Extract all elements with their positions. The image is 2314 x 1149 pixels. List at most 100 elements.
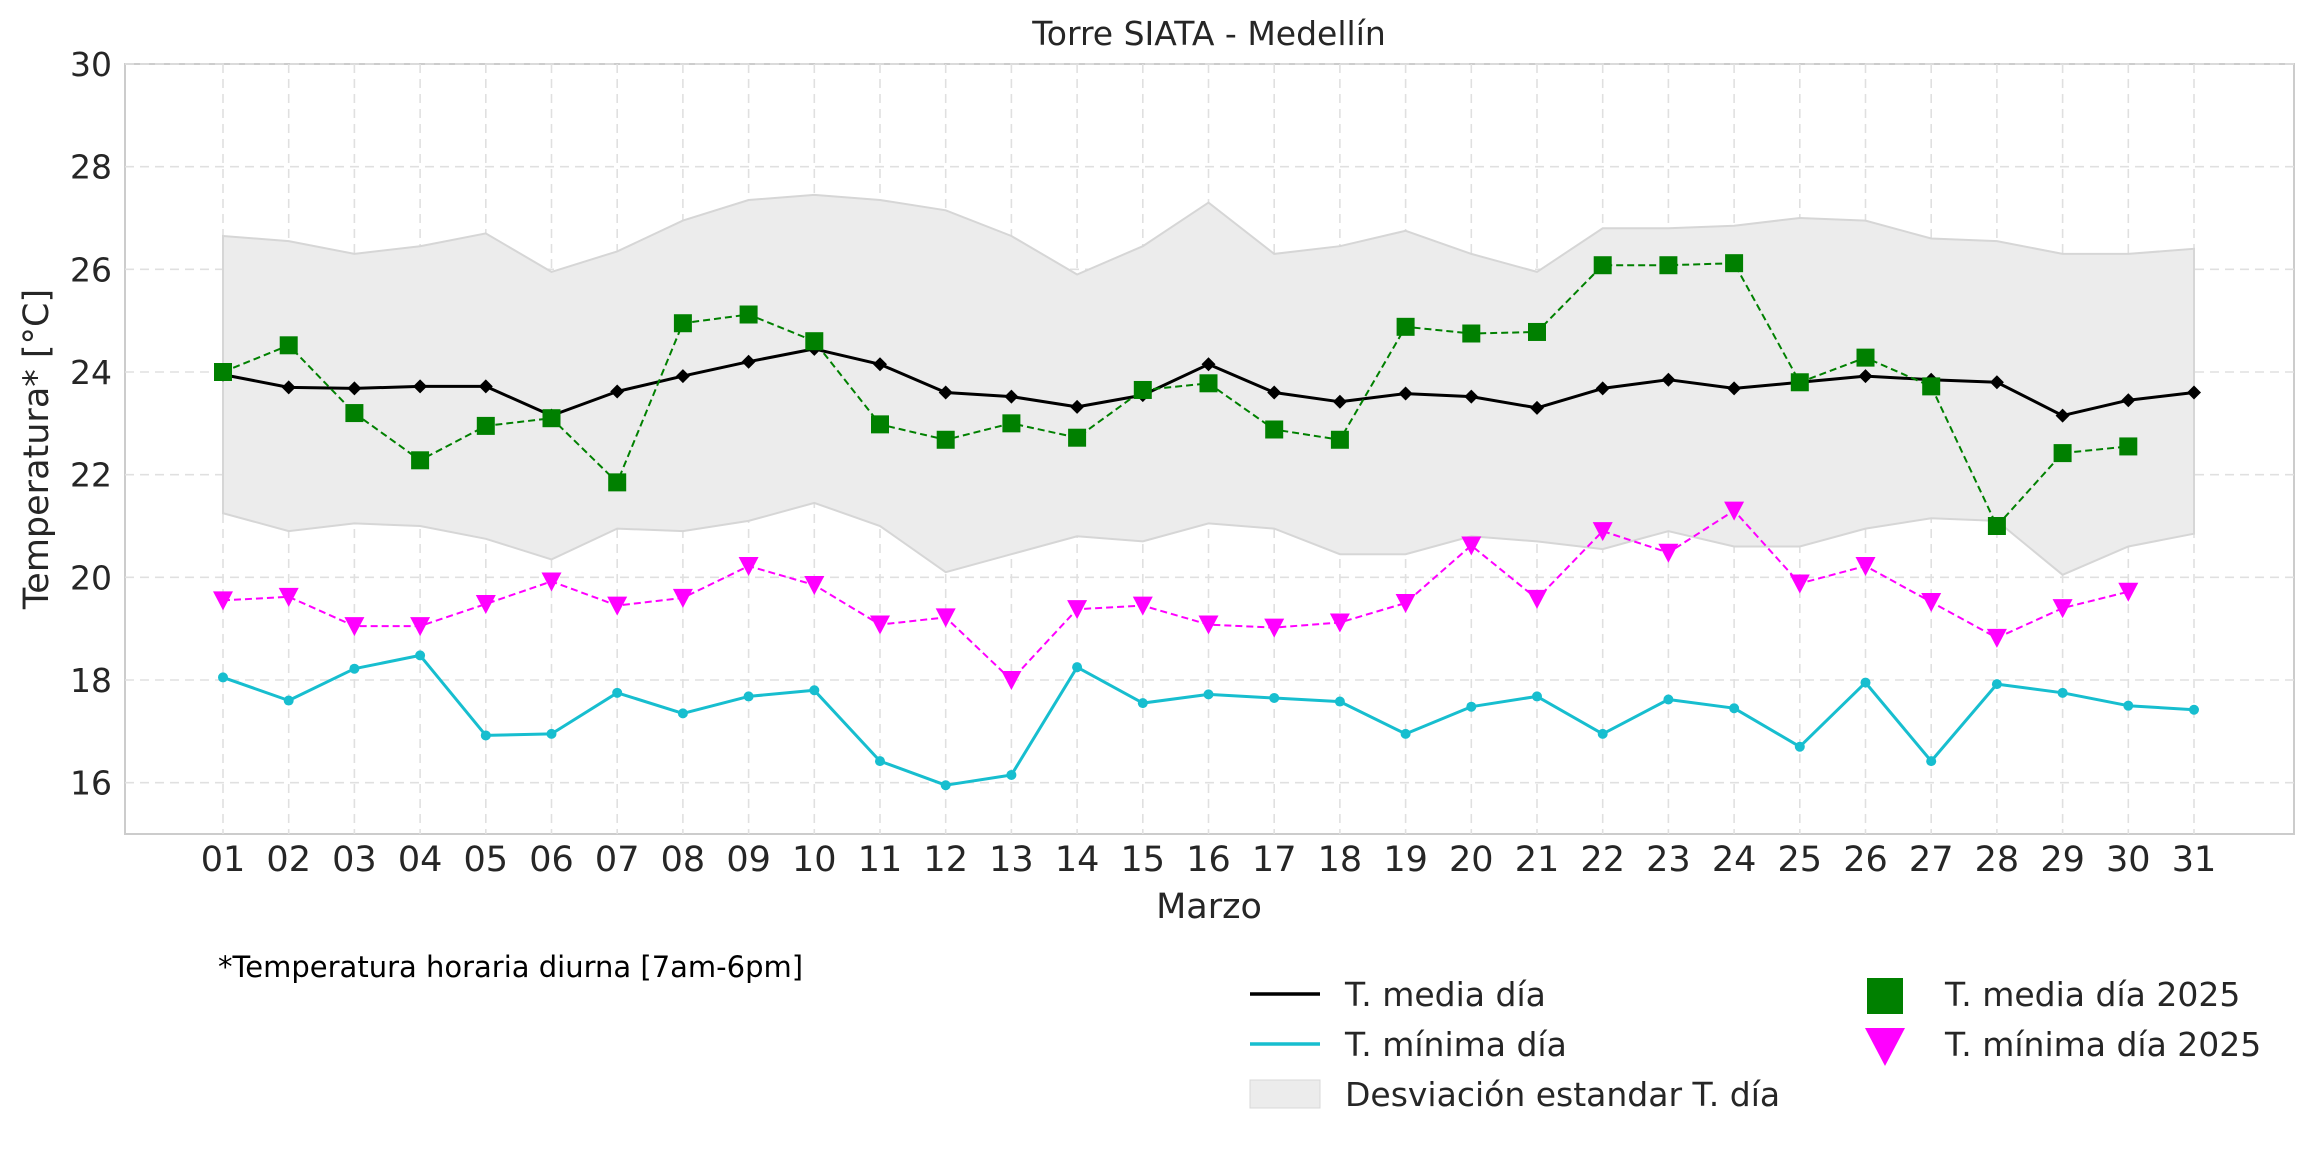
data-point — [1593, 256, 1612, 275]
data-point — [1528, 322, 1546, 341]
data-point — [279, 336, 298, 355]
legend-label-minima-2025: T. mínima día 2025 — [1944, 1025, 2261, 1064]
x-tick-label: 23 — [1646, 840, 1691, 880]
data-point — [610, 384, 625, 399]
data-point — [1724, 501, 1745, 521]
data-point — [940, 780, 951, 791]
data-point — [1461, 536, 1482, 556]
data-point — [1398, 386, 1413, 401]
x-tick-label: 14 — [1055, 840, 1100, 880]
data-point — [1072, 662, 1083, 673]
data-point — [1269, 692, 1280, 703]
data-point — [1464, 389, 1479, 404]
y-tick-label: 20 — [70, 558, 112, 597]
data-point — [2052, 599, 2073, 619]
data-point — [1987, 517, 2006, 535]
data-point — [1789, 574, 1810, 594]
data-point — [1658, 543, 1679, 563]
x-tick-label: 29 — [2040, 840, 2085, 880]
data-point — [936, 430, 955, 449]
data-point — [2055, 408, 2070, 423]
data-point — [1006, 769, 1017, 780]
data-point — [1991, 679, 2002, 690]
x-tick-label: 02 — [266, 840, 311, 880]
data-point — [805, 332, 824, 351]
data-point — [214, 363, 232, 381]
legend-label-minima: T. mínima día — [1344, 1025, 1567, 1064]
data-point — [345, 404, 364, 423]
data-point — [1201, 357, 1216, 372]
data-point — [1661, 372, 1676, 387]
x-tick-label: 01 — [201, 840, 246, 880]
data-point — [1002, 414, 1021, 433]
x-axis-ticks: 01 02 03 04 05 06 07 08 09 10 11 12 13 14 15 16 17 18 19 20… — [201, 840, 2217, 880]
data-point — [1198, 615, 1219, 635]
series-layer — [213, 254, 2201, 791]
x-tick-label: 08 — [661, 840, 706, 880]
data-point — [478, 379, 493, 394]
data-point — [2123, 700, 2134, 711]
series-line — [222, 262, 2129, 527]
data-point — [1330, 430, 1349, 449]
data-point — [1400, 728, 1411, 739]
x-tick-label: 04 — [398, 840, 443, 880]
y-tick-label: 24 — [70, 353, 112, 392]
data-point — [1729, 703, 1740, 714]
data-point — [344, 617, 365, 637]
data-point — [1922, 377, 1941, 396]
x-tick-label: 17 — [1252, 840, 1297, 880]
legend: T. media día T. mínima día Desviación es… — [1249, 975, 2261, 1114]
data-point — [1067, 600, 1088, 620]
data-point — [675, 369, 690, 384]
data-point — [1133, 380, 1152, 399]
x-tick-label: 22 — [1580, 840, 1625, 880]
data-point — [1004, 389, 1019, 404]
y-tick-label: 30 — [70, 45, 112, 84]
data-point — [608, 473, 627, 492]
x-tick-label: 24 — [1712, 840, 1757, 880]
data-point — [1334, 696, 1345, 707]
data-point — [541, 572, 562, 592]
data-point — [738, 557, 759, 577]
data-point — [677, 708, 688, 719]
x-tick-label: 15 — [1121, 840, 1166, 880]
data-point — [875, 756, 885, 767]
series-3 — [213, 501, 2139, 690]
data-point — [938, 385, 953, 400]
footnote: *Temperatura horaria diurna [7am-6pm] — [218, 950, 803, 984]
data-point — [1858, 369, 1873, 384]
data-point — [1001, 671, 1022, 690]
data-point — [1466, 701, 1477, 712]
data-point — [1595, 381, 1610, 396]
legend-swatch-media-2025 — [1867, 978, 1903, 1014]
data-point — [1532, 691, 1542, 702]
data-point — [2057, 687, 2068, 698]
data-point — [475, 595, 496, 615]
data-point — [1921, 592, 1942, 612]
series-2 — [214, 254, 2138, 535]
data-point — [1926, 756, 1937, 767]
legend-swatch-minima-2025 — [1865, 1028, 1905, 1066]
data-point — [1989, 375, 2004, 390]
data-point — [607, 596, 628, 616]
data-point — [1265, 420, 1284, 439]
x-tick-label: 18 — [1318, 840, 1363, 880]
data-point — [281, 380, 296, 395]
data-point — [1203, 689, 1214, 700]
x-tick-label: 03 — [332, 840, 377, 880]
x-tick-label: 16 — [1186, 840, 1231, 880]
y-tick-label: 22 — [70, 456, 112, 495]
data-point — [612, 687, 623, 698]
data-point — [1267, 385, 1282, 400]
x-tick-label: 25 — [1778, 840, 1823, 880]
y-tick-label: 18 — [70, 661, 112, 700]
x-axis-label: Marzo — [1156, 887, 1262, 927]
data-point — [2187, 385, 2201, 400]
data-point — [415, 650, 426, 661]
data-point — [870, 615, 890, 635]
y-tick-label: 26 — [70, 250, 112, 289]
y-axis-label: Temperatura* [°C] — [17, 289, 57, 610]
x-tick-label: 19 — [1383, 840, 1428, 880]
data-point — [413, 379, 428, 394]
